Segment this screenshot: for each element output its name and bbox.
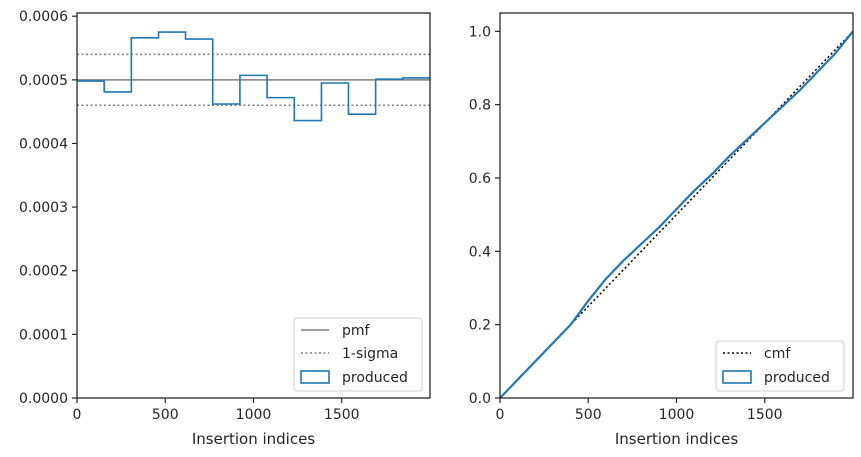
legend-label-produced: produced <box>342 370 408 386</box>
left-chart-panel: 0 500 1000 1500 0.0000 0.0001 0.0002 0.0003 0.00… <box>19 9 431 448</box>
x-tick-label: 1500 <box>747 407 783 423</box>
axes-frame <box>499 12 854 399</box>
series-line-produced <box>499 30 854 399</box>
x-tick-label: 0 <box>73 407 82 423</box>
legend-swatch-produced <box>722 370 752 384</box>
x-tick-label: 0 <box>496 407 505 423</box>
x-axis-label: Insertion indices <box>192 430 315 448</box>
legend-label-produced: produced <box>764 370 830 386</box>
legend-box <box>293 317 423 392</box>
y-tick-label: 0.2 <box>469 318 491 334</box>
series-line-cmf <box>499 30 854 399</box>
x-tick-label: 500 <box>575 407 602 423</box>
x-tick-label: 1500 <box>324 407 360 423</box>
y-tick-label: 0.0002 <box>19 264 68 280</box>
x-tick-label: 1000 <box>236 407 272 423</box>
y-tick-label: 0.0004 <box>19 136 68 152</box>
right-chart-panel: 0 500 1000 1500 0.0 0.2 0.4 0.6 0.8 1.0 Insertion … <box>469 12 854 448</box>
legend-label-cmf: cmf <box>764 346 791 362</box>
y-tick-label: 0.0001 <box>19 327 68 343</box>
x-tick-label: 500 <box>152 407 179 423</box>
x-tick-label: 1000 <box>659 407 695 423</box>
legend-box <box>715 340 845 392</box>
series-step-produced <box>77 31 430 122</box>
y-tick-label: 0.8 <box>469 98 491 114</box>
plot-area <box>499 30 854 399</box>
y-tick-label: 0.0006 <box>19 9 68 25</box>
legend-swatch-produced <box>300 370 330 384</box>
y-tick-label: 0.0 <box>469 391 491 407</box>
y-tick-label: 0.0005 <box>19 73 68 89</box>
plot-area <box>77 31 430 122</box>
legend-label-pmf: pmf <box>342 323 371 339</box>
legend: pmf 1-sigma produced <box>293 317 423 392</box>
y-tick-label: 1.0 <box>469 24 491 40</box>
legend: cmf produced <box>715 340 845 392</box>
y-tick-label: 0.0003 <box>19 200 68 216</box>
y-tick-label: 0.4 <box>469 244 491 260</box>
y-tick-label: 0.0000 <box>19 391 68 407</box>
y-tick-label: 0.6 <box>469 171 491 187</box>
legend-label-1-sigma: 1-sigma <box>342 346 398 362</box>
x-axis-label: Insertion indices <box>615 430 738 448</box>
